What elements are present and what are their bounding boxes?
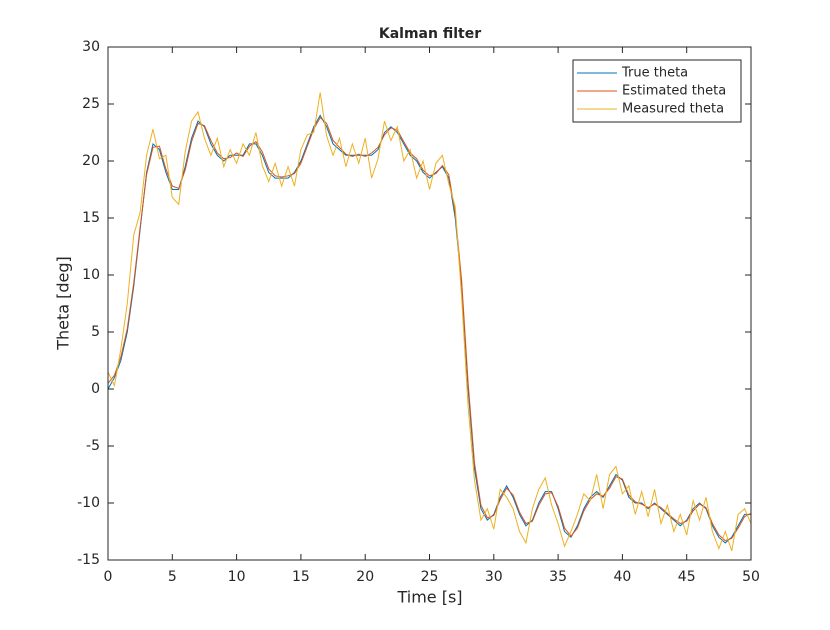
y-tick-label: 30 <box>82 39 100 55</box>
chart-title: Kalman filter <box>379 26 481 42</box>
data-line <box>107 116 752 542</box>
x-tick-label: 10 <box>228 569 246 585</box>
x-tick-label: 0 <box>104 569 113 585</box>
x-tick-label: 25 <box>421 569 439 585</box>
y-tick-label: -15 <box>77 552 100 568</box>
x-tick-label: 45 <box>678 569 696 585</box>
y-tick-label: -10 <box>77 495 100 511</box>
x-tick-label: 20 <box>356 569 374 585</box>
y-tick-label: -5 <box>86 438 100 454</box>
y-tick-label: 0 <box>91 381 100 397</box>
legend: True theta Estimated theta Measured theta <box>572 59 742 123</box>
data-line <box>107 92 752 552</box>
y-tick-label: 25 <box>82 96 100 112</box>
y-tick-label: 15 <box>82 210 100 226</box>
y-tick-label: 5 <box>91 324 100 340</box>
x-axis-label: Time [s] <box>396 588 462 607</box>
x-tick-label: 5 <box>168 569 177 585</box>
y-tick-label: 20 <box>82 153 100 169</box>
plot-area <box>108 47 751 560</box>
x-tick-label: 30 <box>485 569 503 585</box>
x-tick-label: 40 <box>613 569 631 585</box>
y-axis-label: Theta [deg] <box>54 256 73 351</box>
x-tick-label: 15 <box>292 569 310 585</box>
x-tick-label: 50 <box>742 569 760 585</box>
legend-label: Estimated theta <box>622 84 726 99</box>
x-tick-label: 35 <box>549 569 567 585</box>
legend-label: Measured theta <box>622 102 724 117</box>
legend-label: True theta <box>621 66 688 81</box>
y-tick-label: 10 <box>82 267 100 283</box>
